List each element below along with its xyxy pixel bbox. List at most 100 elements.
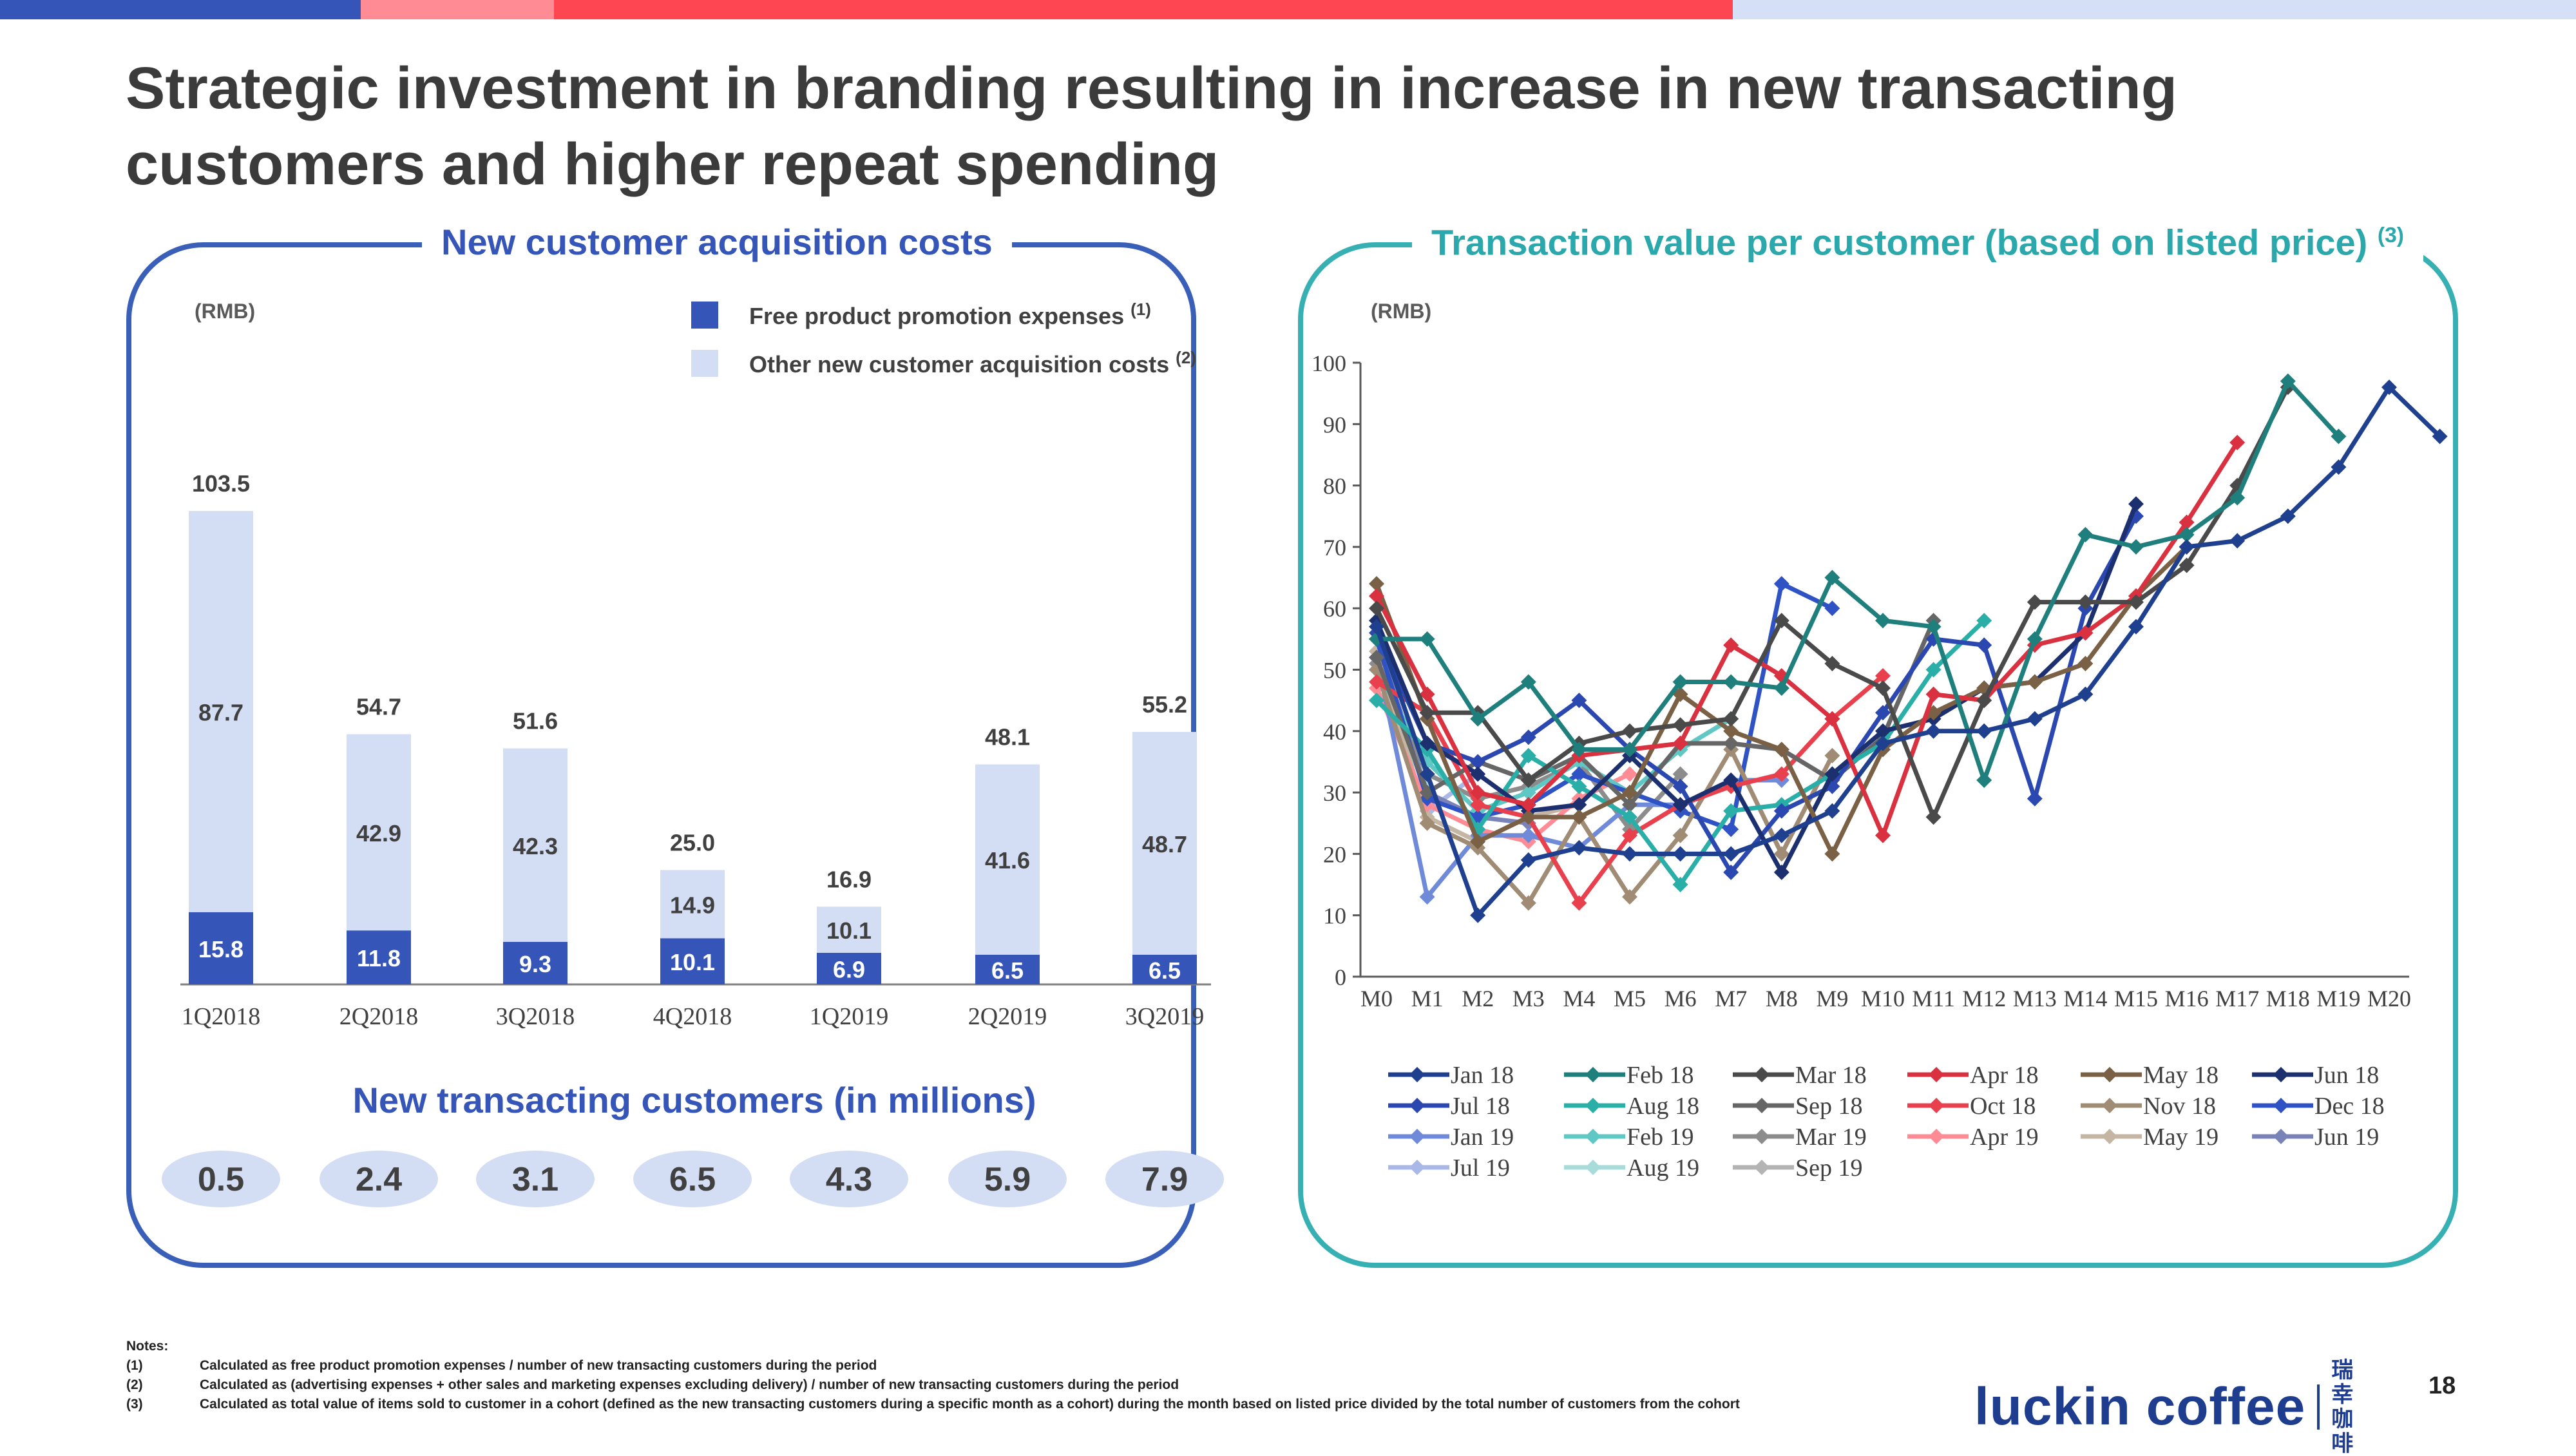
bar-label-other-costs: 10.1 [826,917,872,944]
line-unit-label: (RMB) [1371,300,1432,323]
bar-legend-label: Free product promotion expenses (1) [749,300,1151,329]
cohort-point [1419,815,1435,831]
cohort-point [1773,576,1789,592]
notes-label: Notes: [126,1339,169,1354]
cohort-point [2027,631,2043,647]
cohort-point [1470,834,1486,850]
bar-category-label: 3Q2018 [496,1003,575,1030]
cohort-point [2179,526,2195,542]
customer-count: 2.4 [356,1161,402,1198]
transaction-value-title-note: (3) [2377,224,2404,247]
cohort-point [1773,766,1789,782]
x-tick-label: M3 [1512,986,1545,1011]
note-row: (2) Calculated as (advertising expenses +… [126,1375,1740,1395]
top-bar-pink [361,0,554,19]
cohort-point [1723,846,1739,862]
cohort-point [2331,459,2347,475]
line-legend-label: Jun 19 [2314,1124,2379,1151]
x-tick-label: M20 [2367,986,2411,1011]
line-legend-marker [2273,1098,2289,1113]
cohort-point [2027,594,2043,610]
bar-other-costs-2Q2018 [347,734,411,931]
cohort-point [2179,514,2195,530]
cohort-point [1622,723,1637,739]
cohort-point [1571,742,1587,758]
cohort-point [2331,428,2347,445]
cohort-point [2128,539,2144,555]
cohort-point [1773,864,1789,880]
line-legend-marker [1585,1160,1601,1175]
cohort-point [1622,797,1637,813]
cohort-point [1571,693,1587,709]
cohort-point [1875,735,1891,751]
customer-pill [1105,1151,1224,1207]
x-tick-label: M0 [1360,986,1393,1011]
cohort-point [1622,785,1637,801]
cohort-point [1824,846,1840,862]
line-legend-marker [1754,1160,1770,1175]
cohort-point [2077,686,2094,702]
bar-label-free-product: 10.1 [670,949,715,975]
cohort-point [1773,846,1789,862]
x-tick-label: M14 [2063,986,2107,1011]
bar-legend-note: (2) [1176,348,1196,367]
bar-other-costs-1Q2019 [817,906,881,953]
x-tick-label: M11 [1912,986,1955,1011]
bar-label-free-product: 6.5 [1149,957,1181,984]
cohort-point [1824,655,1840,671]
cohort-point [1520,785,1536,801]
line-legend-marker [1585,1129,1601,1144]
cohort-point [2077,655,2094,671]
cohort-point [2027,790,2043,807]
cohort-point [2128,496,2144,512]
cohort-point [1925,809,1942,825]
cohort-point [1470,797,1486,813]
line-legend-marker [1585,1067,1601,1082]
cohort-point [1520,895,1536,911]
line-legend-label: Mar 18 [1795,1062,1867,1089]
note-number: (1) [126,1358,143,1373]
cohort-point [2179,557,2195,573]
cohort-point [1672,877,1688,893]
cohort-point [1470,711,1486,727]
cohort-point [1773,827,1789,843]
cohort-point [2381,379,2397,396]
cohort-point [1875,613,1891,629]
cohort-point [1419,735,1435,751]
bar-free-product-4Q2018 [660,938,725,984]
customer-count: 4.3 [826,1161,872,1198]
cohort-point [1875,723,1891,739]
note-row: (3) Calculated as total value of items so… [126,1395,1740,1414]
line-legend-label: Jul 18 [1451,1093,1510,1120]
transaction-value-title: Transaction value per customer (based on… [1412,213,2423,266]
logo-chinese: 瑞幸咖啡 [2331,1358,2354,1456]
cohort-point [1571,766,1587,782]
page-title: Strategic investment in branding resulti… [126,55,2177,197]
x-tick-label: M17 [2215,986,2259,1011]
cohort-point [1925,686,1942,702]
cohort-point [1520,729,1536,745]
cohort-point [1520,809,1536,825]
bar-label-free-product: 9.3 [519,951,551,977]
bar-label-free-product: 11.8 [357,945,401,972]
logo-divider [2317,1384,2320,1430]
cohort-point [1723,821,1739,838]
cohort-point [1369,588,1384,604]
bar-label-other-costs: 42.9 [356,820,401,847]
cohort-point [1773,613,1789,629]
line-legend-marker [2102,1067,2117,1082]
line-legend-label: Dec 18 [2314,1093,2385,1120]
line-legend-marker [1929,1067,1944,1082]
line-legend-marker [1754,1098,1770,1113]
bar-total-label: 54.7 [356,694,401,720]
cohort-point [1773,680,1789,696]
cohort-point [1875,668,1891,684]
bar-total-label: 51.6 [513,708,558,734]
bar-unit-label: (RMB) [195,300,256,323]
cohort-point [1773,742,1789,758]
y-tick-label: 20 [1323,841,1346,867]
cohort-point [1419,766,1435,782]
cohort-point [1976,613,1992,629]
top-bar-pale [1733,0,2576,19]
